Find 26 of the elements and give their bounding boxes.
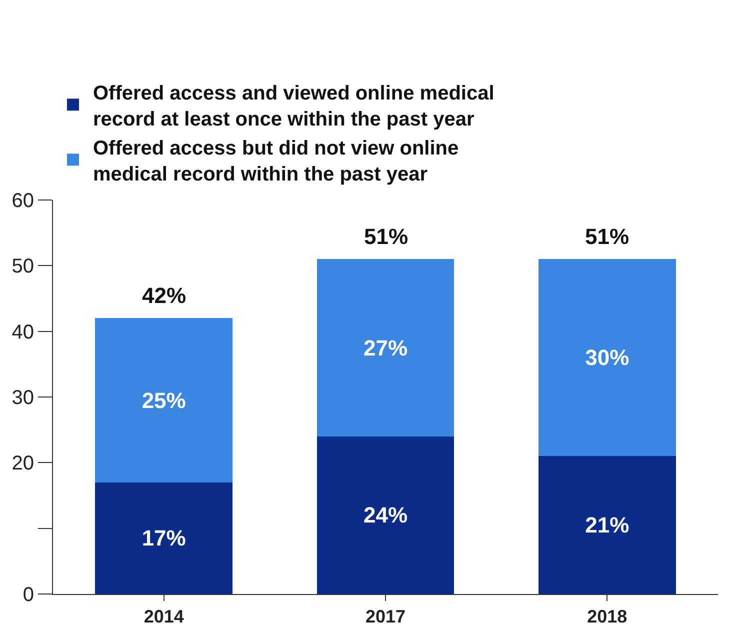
y-tick-label: 20 xyxy=(12,452,34,475)
y-tick-label: 40 xyxy=(12,321,34,344)
x-tick-label: 2018 xyxy=(587,606,628,627)
data-label: 25% xyxy=(142,388,186,413)
bar xyxy=(95,318,233,482)
bar xyxy=(316,436,454,594)
bar xyxy=(538,456,676,594)
y-tick-label: 50 xyxy=(12,256,34,278)
data-label: 27% xyxy=(363,335,408,360)
legend-label: Offered access and viewed online medical record at least once within the past year xyxy=(93,82,494,130)
legend-label: Offered access but did not view online medical record within the past year xyxy=(93,137,459,186)
y-tick-label: 60 xyxy=(12,190,34,212)
data-label: 24% xyxy=(363,502,408,528)
data-label: 30% xyxy=(585,345,630,370)
x-tick-label: 2017 xyxy=(365,606,406,627)
x-tick-label: 2014 xyxy=(144,606,184,627)
total-label: 51% xyxy=(585,224,630,249)
y-tick-label: 30 xyxy=(12,387,34,409)
data-label: 17% xyxy=(142,526,186,551)
y-tick-label: 0 xyxy=(22,584,34,606)
bar xyxy=(95,482,233,594)
bar xyxy=(316,259,454,436)
bar xyxy=(538,259,676,456)
data-label: 21% xyxy=(585,512,630,538)
total-label: 42% xyxy=(142,283,186,308)
total-label: 51% xyxy=(364,224,408,249)
